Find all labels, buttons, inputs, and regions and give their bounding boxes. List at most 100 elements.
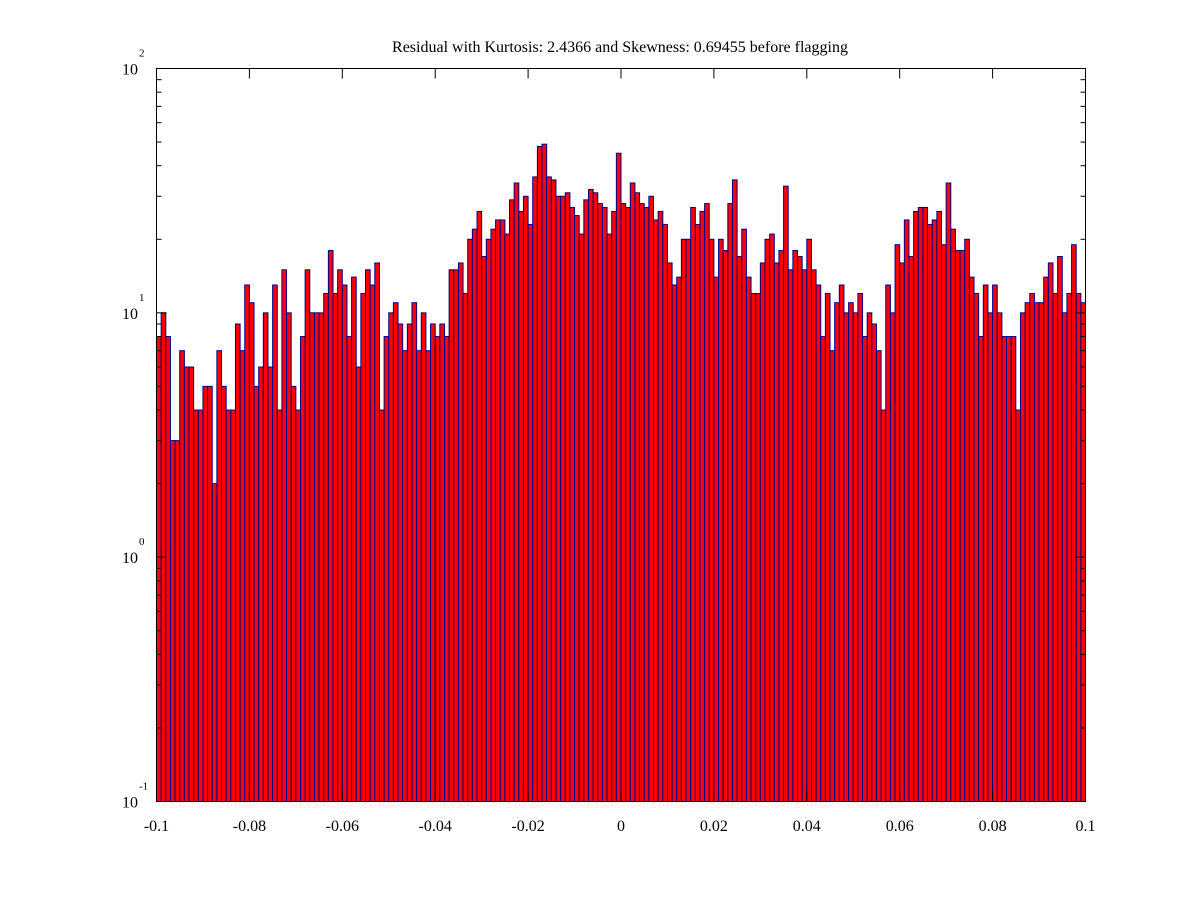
histogram-bar [894,244,901,803]
histogram-bar [197,409,204,802]
histogram-bar [536,145,543,802]
histogram-bar [1001,336,1008,802]
x-tick-label: -0.1 [144,818,169,835]
histogram-bar [666,262,673,802]
histogram-bar [862,336,868,802]
histogram-bar [597,203,603,802]
histogram-bar [922,206,929,802]
chart-title: Residual with Kurtosis: 2.4366 and Skewn… [392,39,848,56]
histogram-bar [852,312,859,802]
histogram-bar [954,249,961,802]
histogram-bar [1010,336,1017,802]
histogram-bar [787,269,794,802]
histogram-bar [708,238,715,802]
histogram-bar [643,206,650,802]
histogram-bar [383,336,390,802]
histogram-bar [1052,292,1059,802]
histogram-bar [750,292,757,802]
histogram-bar [875,350,882,802]
histogram-bar [797,256,803,802]
histogram-bar [992,284,998,802]
histogram-bar [713,276,720,802]
histogram-bar [309,312,315,802]
histogram-bar [731,179,738,802]
histogram-bar [332,292,339,802]
histogram-bar [1019,312,1026,802]
histogram-bar [587,188,594,803]
histogram-bar [680,238,687,802]
histogram-bar [156,336,162,802]
x-tick-label: 0.06 [886,818,914,835]
x-tick-label: 0.08 [979,818,1007,835]
histogram-bar [1071,244,1077,803]
histogram-bar [606,233,613,803]
histogram-bar [629,182,636,803]
histogram-bar [866,312,873,802]
bars-group [156,143,1086,803]
histogram-bar [360,292,367,802]
histogram-bar [541,143,548,802]
histogram-bar [304,269,311,802]
histogram-bar [457,262,464,802]
x-tick-label: -0.08 [233,818,266,835]
histogram-bar [759,262,766,802]
histogram-bar [676,276,682,802]
histogram-bar [820,336,826,802]
histogram-bar [880,409,887,802]
histogram-bar [996,312,1003,802]
histogram-bar [685,238,692,802]
histogram-bar [462,292,469,802]
histogram-bar [216,350,223,802]
histogram-bar [355,366,362,802]
histogram-bar [513,182,520,803]
histogram-bar [416,350,422,802]
histogram-bar [778,249,785,802]
histogram-bar [1061,312,1068,802]
histogram-bar [318,312,325,802]
histogram-bar [671,284,678,802]
histogram-bar [169,440,176,802]
histogram-bar [1038,302,1045,802]
histogram-bar [239,350,246,802]
histogram-bar [230,409,236,802]
histogram-bar [1047,262,1054,802]
histogram-bar [1006,336,1012,802]
histogram-bar [903,219,910,802]
histogram-bar [234,323,241,802]
histogram-bar [657,210,664,802]
histogram-bar [745,276,752,802]
histogram-bar [183,366,190,802]
histogram-bar [936,210,942,802]
histogram-bar [490,228,497,803]
x-tick-label: -0.06 [326,818,359,835]
histogram-bar [397,323,404,802]
histogram-bar [295,409,301,802]
histogram-bar [615,152,622,803]
histogram-bar [369,284,376,802]
x-tick-label: 0.04 [793,818,821,835]
histogram-bar [504,233,511,803]
histogram-bar [207,385,213,802]
histogram-bar [193,409,199,802]
histogram-bar [578,233,585,803]
histogram-bar [430,323,436,802]
histogram-bar [1029,292,1035,802]
histogram-bar [648,195,655,802]
histogram-bar [690,206,696,802]
histogram-bar [783,185,789,802]
histogram-bar [927,223,933,802]
histogram-bar [699,210,706,802]
y-tick-label: 10 [122,795,138,812]
histogram-bar [987,312,994,802]
histogram-bar [272,284,278,802]
histogram-bar [871,323,877,802]
histogram-bar [439,323,445,802]
x-ticks-group: -0.1 -0.08 -0.06 -0.04 -0.02 0 0.02 0.04 0.06 0.0… [144,68,1096,835]
histogram-bar [165,336,171,802]
histogram-bar [857,292,864,802]
histogram-bar [848,302,854,802]
histogram-bar [564,192,571,802]
histogram-bar [365,269,371,802]
